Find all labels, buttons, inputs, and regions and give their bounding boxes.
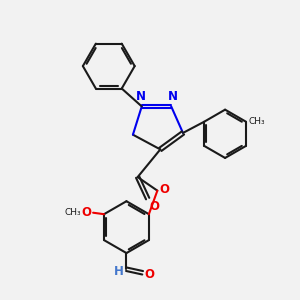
Text: O: O bbox=[144, 268, 154, 281]
Text: N: N bbox=[136, 90, 146, 103]
Text: CH₃: CH₃ bbox=[248, 117, 265, 126]
Text: O: O bbox=[160, 183, 170, 196]
Text: H: H bbox=[114, 265, 124, 278]
Text: O: O bbox=[82, 206, 92, 219]
Text: O: O bbox=[149, 200, 159, 213]
Text: N: N bbox=[167, 90, 177, 103]
Text: CH₃: CH₃ bbox=[65, 208, 81, 217]
